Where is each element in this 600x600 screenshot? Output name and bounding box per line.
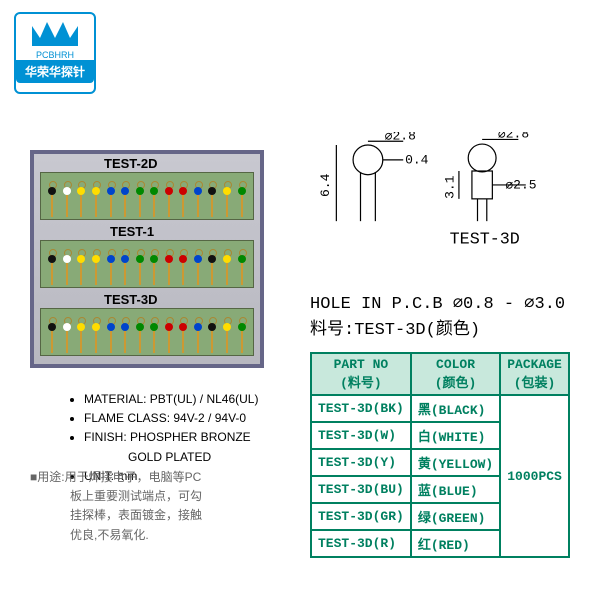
pin [194,249,202,285]
pin [150,249,158,285]
pin [63,317,71,353]
table-row: TEST-3D(BK)黑(BLACK)1000PCS [311,395,569,422]
dim-h64: 6.4 [318,173,333,197]
spec-material: MATERIAL: PBT(UL) / NL46(UL) [84,390,310,409]
pin [194,181,202,217]
pin [223,249,231,285]
drawing-label: TEST-3D [450,230,520,249]
dim-h31: 3.1 [442,175,457,199]
pin [179,181,187,217]
pin [48,181,56,217]
pin [179,249,187,285]
pin [107,317,115,353]
pin [223,317,231,353]
spec-flame: FLAME CLASS: 94V-2 / 94V-0 [84,409,310,428]
pin [165,317,173,353]
dim-d25: ⌀2.5 [505,178,536,193]
dim-w04: 0.4 [405,153,429,168]
pin [77,249,85,285]
pin [179,317,187,353]
pin [165,249,173,285]
logo-subtext: PCBHRH [36,50,74,60]
technical-drawing: ⌀2.8 0.4 6.4 ⌀2.8 ⌀2.5 3.1 TEST-3D [310,132,580,262]
dim-d28b: ⌀2.8 [498,132,529,142]
dim-d28a: ⌀2.8 [385,132,416,143]
pin [107,181,115,217]
photo-label-1: TEST-2D [104,156,157,171]
pin [107,249,115,285]
th-package: PACKAGE(包装) [500,353,569,395]
part-info: HOLE IN P.C.B ⌀0.8 - ⌀3.0 料号:TEST-3D(颜色) [310,292,565,343]
pin [121,181,129,217]
pin [63,181,71,217]
usage-text: ■用途:用于焊接电子，电脑等PC 板上重要测试端点，可勾 挂探棒，表面镀金，接触… [30,468,230,545]
spec-finish: FINISH: PHOSPHER BRONZE GOLD PLATED [84,428,310,466]
crown-icon [30,18,80,48]
photo-label-2: TEST-1 [110,224,154,239]
pin [136,317,144,353]
brand-logo: PCBHRH 华荣华探针 [14,12,96,94]
pin [92,317,100,353]
pin [121,249,129,285]
pin [208,181,216,217]
pin [150,181,158,217]
pin [63,249,71,285]
parts-table: PART NO(料号) COLOR(颜色) PACKAGE(包装) TEST-3… [310,352,570,558]
pin [238,249,246,285]
pin [136,249,144,285]
pin [208,317,216,353]
pin [48,317,56,353]
th-color: COLOR(颜色) [411,353,500,395]
pin [92,249,100,285]
photo-label-3: TEST-3D [104,292,157,307]
pin [92,181,100,217]
hole-spec: HOLE IN P.C.B ⌀0.8 - ⌀3.0 [310,292,565,318]
logo-maintext: 华荣华探针 [16,60,94,83]
pin [238,317,246,353]
pin [77,181,85,217]
pin [238,181,246,217]
photo-row-1 [40,172,254,220]
pin [48,249,56,285]
photo-row-3 [40,308,254,356]
pin [77,317,85,353]
pin [136,181,144,217]
th-partno: PART NO(料号) [311,353,411,395]
pin [150,317,158,353]
pin [165,181,173,217]
product-photo: TEST-2D TEST-1 TEST-3D [30,150,264,368]
pin [121,317,129,353]
pin [223,181,231,217]
td-package: 1000PCS [500,395,569,557]
pin [208,249,216,285]
part-number-title: 料号:TEST-3D(颜色) [310,318,565,344]
photo-row-2 [40,240,254,288]
pin [194,317,202,353]
